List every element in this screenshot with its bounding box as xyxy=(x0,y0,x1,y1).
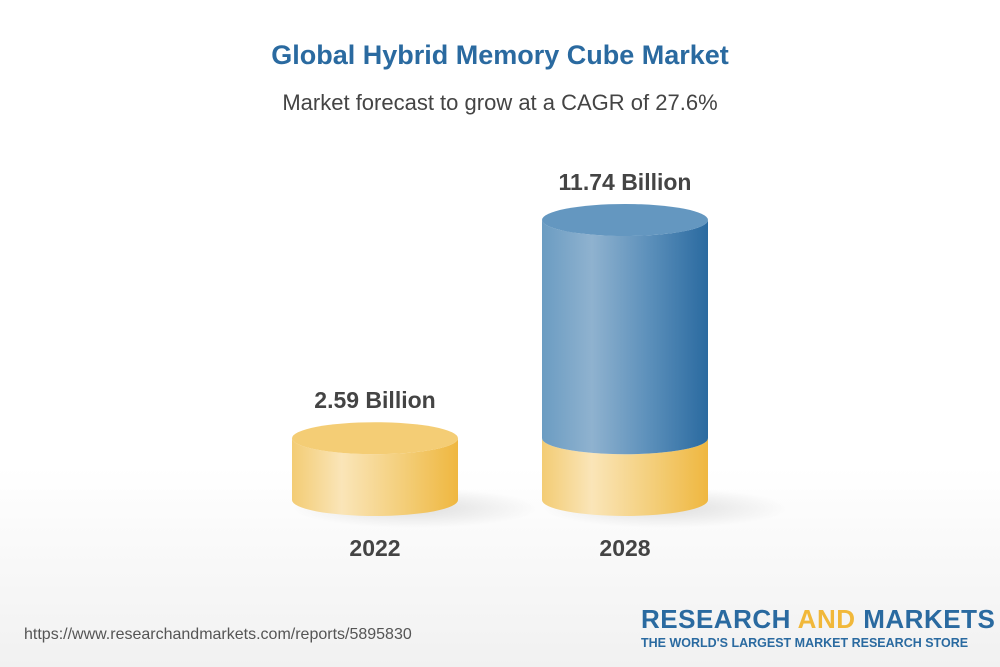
source-url[interactable]: https://www.researchandmarkets.com/repor… xyxy=(24,626,412,643)
bar-growth-segment-2028 xyxy=(542,220,708,455)
data-label-2028: 11.74 Billion xyxy=(559,169,692,195)
chart-title: Global Hybrid Memory Cube Market xyxy=(271,40,729,70)
x-tick-label-2028: 2028 xyxy=(599,535,650,561)
x-tick-label-2022: 2022 xyxy=(349,535,400,561)
data-label-2022: 2.59 Billion xyxy=(314,387,435,413)
bar-base-segment-2022 xyxy=(292,438,458,516)
bar-top-2028 xyxy=(542,204,708,236)
logo-text-and: AND xyxy=(797,604,856,634)
logo-text-markets: MARKETS xyxy=(855,604,996,634)
research-and-markets-logo: RESEARCH AND MARKETS THE WORLD'S LARGEST… xyxy=(641,604,995,650)
logo-tagline: THE WORLD'S LARGEST MARKET RESEARCH STOR… xyxy=(641,636,969,650)
logo-text-research: RESEARCH xyxy=(641,604,798,634)
chart-subtitle: Market forecast to grow at a CAGR of 27.… xyxy=(282,90,718,115)
bar-base-segment-2028 xyxy=(542,438,708,516)
bar-top-2022 xyxy=(292,422,458,455)
